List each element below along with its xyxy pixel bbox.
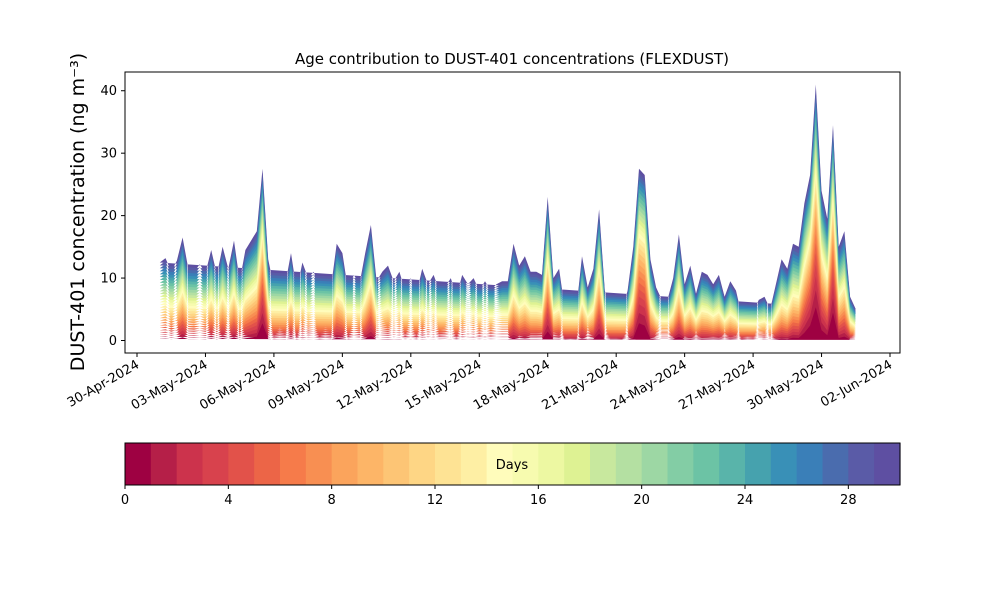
y-axis-label: DUST-401 concentration (ng m⁻³): [67, 53, 89, 371]
chart-title: Age contribution to DUST-401 concentrati…: [295, 50, 729, 68]
age-layer-9: [159, 208, 856, 334]
colorbar-bin: [383, 443, 410, 485]
colorbar-bin: [435, 443, 462, 485]
colorbar-bin: [150, 443, 178, 485]
colorbar-bin: [228, 443, 255, 485]
x-tick-label: 02-Jun-2024: [818, 357, 895, 410]
colorbar-bin: [460, 443, 488, 485]
colorbar: [125, 443, 901, 485]
stacked-area-layers: [159, 84, 856, 340]
colorbar-bin: [202, 443, 229, 485]
colorbar-bin: [280, 443, 307, 485]
colorbar-tick-label: 28: [840, 493, 857, 508]
colorbar-bin: [693, 443, 720, 485]
colorbar-bin: [848, 443, 875, 485]
colorbar-bin: [357, 443, 384, 485]
colorbar-bin: [822, 443, 849, 485]
colorbar-bin: [719, 443, 746, 485]
colorbar-bin: [615, 443, 643, 485]
colorbar-bin: [486, 443, 514, 485]
colorbar-label: Days: [496, 458, 529, 473]
age-layer-8: [159, 216, 856, 335]
colorbar-tick-label: 24: [737, 493, 754, 508]
y-tick-label: 30: [100, 147, 117, 162]
colorbar-bin: [770, 443, 798, 485]
x-tick-label: 18-May-2024: [471, 357, 553, 413]
colorbar-bin: [538, 443, 565, 485]
x-tick-label: 03-May-2024: [129, 357, 211, 413]
colorbar-bin: [745, 443, 772, 485]
colorbar-tick-label: 16: [530, 493, 547, 508]
x-tick-label: 21-May-2024: [540, 357, 622, 413]
colorbar-bin: [331, 443, 359, 485]
colorbar-bin: [254, 443, 281, 485]
y-axis: 0 10 20 30 40: [100, 84, 125, 349]
x-tick-label: 27-May-2024: [676, 357, 758, 413]
colorbar-tick-label: 20: [633, 493, 650, 508]
colorbar-bin: [176, 443, 204, 485]
colorbar-tick-label: 8: [328, 493, 336, 508]
colorbar-tick-label: 4: [224, 493, 232, 508]
colorbar-frame: [124, 442, 901, 486]
x-tick-label: 30-May-2024: [745, 357, 827, 413]
colorbar-bin: [590, 443, 617, 485]
x-axis: 30-Apr-202403-May-202406-May-202409-May-…: [65, 353, 895, 413]
y-tick-label: 40: [100, 84, 117, 99]
x-tick-label: 09-May-2024: [266, 357, 348, 413]
age-layer-7: [159, 224, 856, 335]
plot-frame: [124, 71, 901, 354]
colorbar-bin: [564, 443, 591, 485]
colorbar-tick-label: 12: [427, 493, 444, 508]
age-layer-10: [159, 200, 856, 333]
age-layer-6: [159, 233, 856, 336]
colorbar-bin: [641, 443, 669, 485]
x-tick-label: 24-May-2024: [608, 357, 690, 413]
y-tick-label: 20: [100, 209, 117, 224]
colorbar-bin: [667, 443, 694, 485]
colorbar-bin: [874, 443, 901, 485]
y-tick-label: 10: [100, 272, 117, 287]
x-tick-label: 06-May-2024: [197, 357, 279, 413]
colorbar-bin: [796, 443, 824, 485]
colorbar-bin: [512, 443, 539, 485]
x-tick-label: 12-May-2024: [334, 357, 416, 413]
y-tick-label: 0: [109, 334, 117, 349]
colorbar-tick-label: 0: [121, 493, 129, 508]
colorbar-bin: [409, 443, 436, 485]
colorbar-bin: [125, 443, 152, 485]
colorbar-ticks: 0 4 8 12 16 20 24 28: [121, 485, 857, 508]
colorbar-bin: [305, 443, 333, 485]
x-tick-label: 15-May-2024: [403, 357, 485, 413]
